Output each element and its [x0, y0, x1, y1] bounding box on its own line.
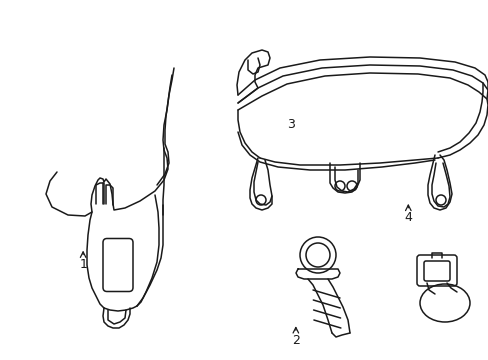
- Text: 3: 3: [286, 118, 294, 131]
- Text: 1: 1: [79, 258, 87, 271]
- Text: 4: 4: [404, 211, 411, 224]
- Text: 2: 2: [291, 334, 299, 347]
